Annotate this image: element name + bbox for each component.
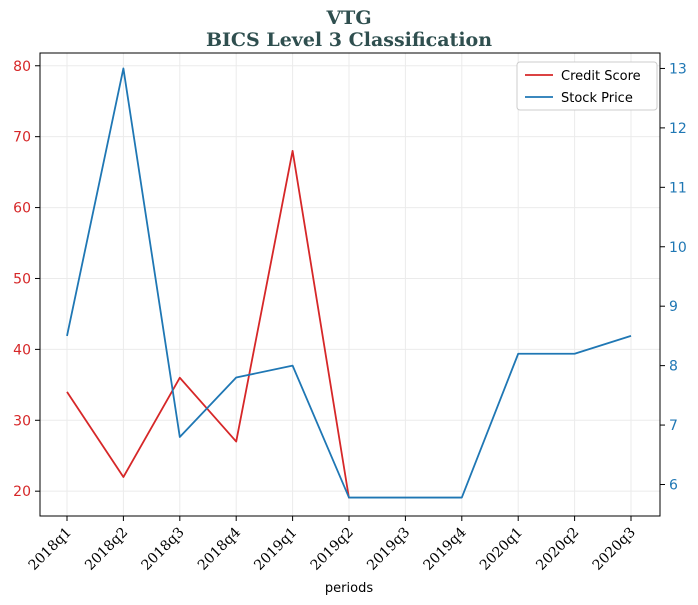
legend: Credit Score Stock Price [516, 61, 658, 111]
x-tick-label: 2020q1 [477, 525, 526, 574]
left-tick-label: 20 [13, 484, 31, 500]
chart-title: VTG [325, 7, 371, 29]
legend-box [516, 61, 658, 111]
x-tick-label: 2018q3 [138, 525, 187, 574]
right-axis: 6 7 8 9 10 11 12 13 [660, 61, 687, 493]
right-tick-label: 10 [669, 240, 687, 256]
x-axis: 2018q1 2018q2 2018q3 2018q4 2019q1 2019q2 2019… [26, 516, 639, 574]
x-tick-label: 2019q1 [251, 525, 300, 574]
left-axis: 20 30 40 50 60 70 80 [13, 59, 40, 500]
series-line-stock-price [66, 67, 632, 499]
right-tick-label: 7 [669, 418, 678, 434]
x-tick-label: 2019q2 [308, 525, 357, 574]
grid [40, 53, 660, 516]
x-tick-label: 2018q2 [82, 525, 131, 574]
x-tick-label: 2018q1 [26, 525, 75, 574]
series-layer [66, 67, 632, 499]
right-tick-label: 8 [669, 359, 678, 375]
legend-label-credit-score: Credit Score [561, 69, 641, 84]
x-axis-label: periods [325, 581, 373, 596]
left-tick-label: 60 [13, 201, 31, 217]
x-tick-label: 2020q3 [590, 525, 639, 574]
left-tick-label: 70 [13, 130, 31, 146]
left-tick-label: 40 [13, 342, 31, 358]
chart-subtitle: BICS Level 3 Classification [206, 29, 492, 51]
right-tick-label: 9 [669, 299, 678, 315]
right-tick-label: 12 [669, 121, 687, 137]
x-tick-label: 2018q4 [195, 524, 244, 573]
left-tick-label: 80 [13, 59, 31, 75]
x-tick-label: 2019q3 [364, 525, 413, 574]
x-tick-label: 2019q4 [420, 524, 469, 573]
series-line-credit-score [66, 149, 350, 499]
right-tick-label: 6 [669, 477, 678, 493]
x-tick-label: 2020q2 [533, 525, 582, 574]
right-tick-label: 11 [669, 180, 687, 196]
right-tick-label: 13 [669, 61, 687, 77]
plot-frame [39, 52, 661, 517]
legend-label-stock-price: Stock Price [561, 91, 633, 106]
left-tick-label: 50 [13, 271, 31, 287]
left-tick-label: 30 [13, 413, 31, 429]
